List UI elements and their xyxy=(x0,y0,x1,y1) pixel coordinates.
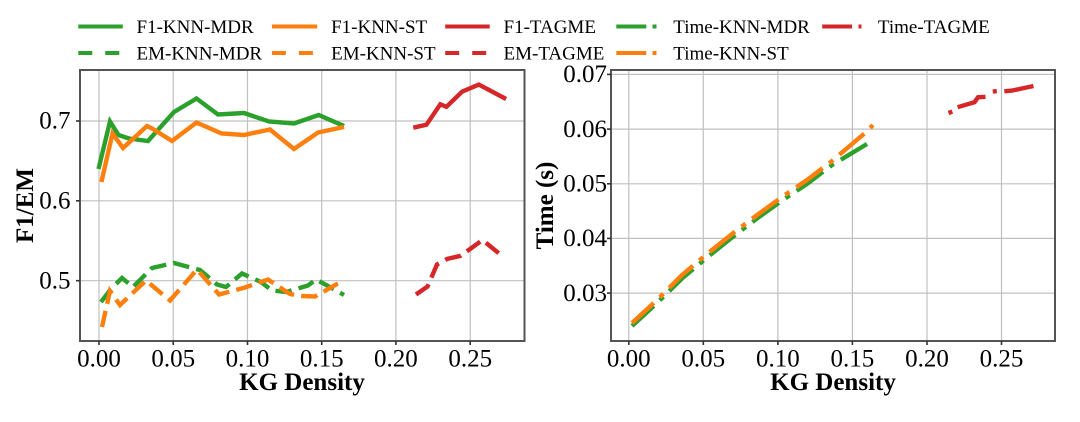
svg-text:Time (s): Time (s) xyxy=(532,162,559,250)
svg-text:0.04: 0.04 xyxy=(563,225,607,252)
svg-text:0.15: 0.15 xyxy=(300,346,344,373)
svg-text:0.6: 0.6 xyxy=(39,188,70,215)
svg-text:0.25: 0.25 xyxy=(980,346,1024,373)
svg-text:Time-KNN-MDR: Time-KNN-MDR xyxy=(673,17,810,38)
svg-text:F1-KNN-ST: F1-KNN-ST xyxy=(331,17,427,38)
svg-text:0.05: 0.05 xyxy=(563,171,607,198)
svg-text:0.20: 0.20 xyxy=(374,346,418,373)
svg-text:F1-KNN-MDR: F1-KNN-MDR xyxy=(137,17,255,38)
svg-text:0.06: 0.06 xyxy=(563,116,607,143)
svg-text:EM-KNN-MDR: EM-KNN-MDR xyxy=(137,44,263,65)
svg-text:0.25: 0.25 xyxy=(448,346,492,373)
svg-text:KG Density: KG Density xyxy=(239,369,365,396)
svg-text:0.03: 0.03 xyxy=(563,280,607,307)
svg-text:0.10: 0.10 xyxy=(756,346,800,373)
svg-text:0.5: 0.5 xyxy=(39,267,70,294)
svg-text:0.15: 0.15 xyxy=(831,346,875,373)
svg-text:0.00: 0.00 xyxy=(77,346,121,373)
svg-text:Time-KNN-ST: Time-KNN-ST xyxy=(673,44,789,65)
svg-text:0.20: 0.20 xyxy=(905,346,949,373)
svg-text:F1/EM: F1/EM xyxy=(12,168,39,243)
svg-text:KG Density: KG Density xyxy=(770,369,896,396)
svg-text:EM-TAGME: EM-TAGME xyxy=(504,44,605,65)
svg-text:0.05: 0.05 xyxy=(151,346,195,373)
svg-text:Time-TAGME: Time-TAGME xyxy=(878,17,990,38)
svg-text:F1-TAGME: F1-TAGME xyxy=(504,17,596,38)
svg-text:EM-KNN-ST: EM-KNN-ST xyxy=(331,44,436,65)
svg-text:0.10: 0.10 xyxy=(226,346,270,373)
svg-text:0.07: 0.07 xyxy=(563,61,607,88)
svg-text:0.7: 0.7 xyxy=(39,108,70,135)
svg-text:0.00: 0.00 xyxy=(607,346,651,373)
svg-text:0.05: 0.05 xyxy=(681,346,725,373)
